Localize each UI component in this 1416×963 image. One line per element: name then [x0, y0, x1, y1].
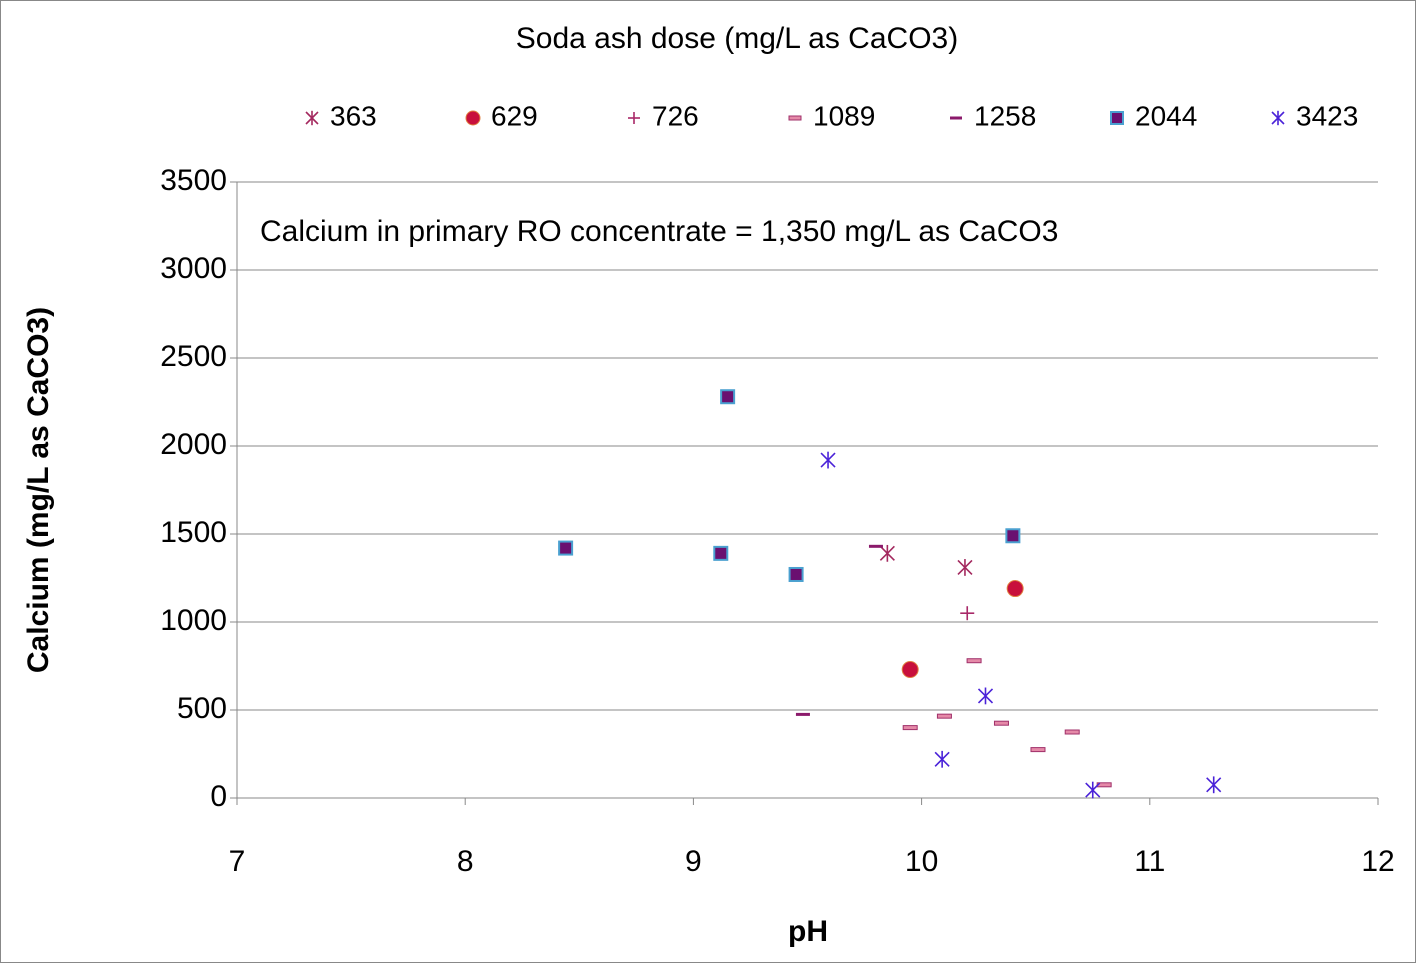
marker-shape — [993, 720, 1009, 726]
legend-label: 1089 — [813, 100, 875, 131]
y-tick-label: 2500 — [160, 340, 227, 373]
y-tick-label: 3500 — [160, 164, 227, 197]
x-tick-label: 7 — [229, 845, 246, 878]
marker-shape — [901, 661, 919, 679]
legend-label: 726 — [652, 100, 699, 131]
legend-marker — [305, 110, 319, 126]
marker-shape — [720, 389, 736, 405]
x-tick-label: 8 — [457, 845, 474, 878]
y-tick-label: 2000 — [160, 428, 227, 461]
legend-label: 363 — [330, 100, 377, 131]
marker-shape — [788, 115, 802, 121]
point — [993, 720, 1009, 726]
legend-marker — [1271, 110, 1285, 126]
marker-shape — [788, 566, 804, 582]
point — [879, 544, 895, 562]
marker-shape — [1030, 747, 1046, 753]
legend-marker — [1110, 111, 1124, 125]
legend-marker — [788, 115, 802, 121]
point — [720, 389, 736, 405]
annotation: Calcium in primary RO concentrate = 1,35… — [260, 215, 1058, 248]
point — [977, 687, 994, 705]
x-tick-label: 10 — [905, 845, 938, 878]
legend-marker — [628, 112, 640, 124]
x-tick-label: 11 — [1134, 845, 1165, 878]
marker-shape — [465, 110, 481, 126]
marker-shape — [1110, 111, 1124, 125]
legend-title: Soda ash dose (mg/L as CaCO3) — [516, 22, 958, 55]
point — [788, 566, 804, 582]
point — [957, 559, 973, 576]
point — [1064, 729, 1080, 735]
point — [960, 606, 975, 621]
point — [558, 540, 574, 556]
x-tick-label: 12 — [1361, 845, 1394, 878]
point — [1085, 781, 1101, 799]
marker-shape — [966, 658, 982, 664]
point — [934, 750, 950, 768]
point — [936, 713, 952, 719]
legend-label: 1258 — [974, 100, 1036, 131]
point — [966, 658, 982, 664]
marker-shape — [1064, 729, 1080, 735]
marker-shape — [713, 545, 729, 561]
point — [1005, 528, 1021, 544]
y-tick-label: 0 — [210, 780, 227, 813]
point — [713, 545, 729, 561]
point — [1030, 747, 1046, 753]
legend-label: 3423 — [1296, 100, 1358, 131]
point — [902, 725, 918, 731]
marker-shape — [558, 540, 574, 556]
point — [1006, 580, 1024, 598]
marker-shape — [1006, 580, 1024, 598]
y-tick-label: 500 — [177, 692, 227, 725]
point — [901, 661, 919, 679]
point — [1206, 776, 1222, 794]
x-axis-label: pH — [788, 915, 828, 948]
legend-marker — [465, 110, 481, 126]
legend-label: 2044 — [1135, 100, 1197, 131]
marker-shape — [902, 725, 918, 731]
y-axis-label: Calcium (mg/L as CaCO3) — [22, 307, 55, 673]
y-tick-label: 1000 — [160, 604, 227, 637]
legend-label: 629 — [491, 100, 538, 131]
y-tick-label: 1500 — [160, 516, 227, 549]
point — [820, 451, 836, 469]
y-tick-label: 3000 — [160, 252, 227, 285]
marker-shape — [936, 713, 952, 719]
marker-shape — [1005, 528, 1021, 544]
x-tick-label: 9 — [685, 845, 702, 878]
